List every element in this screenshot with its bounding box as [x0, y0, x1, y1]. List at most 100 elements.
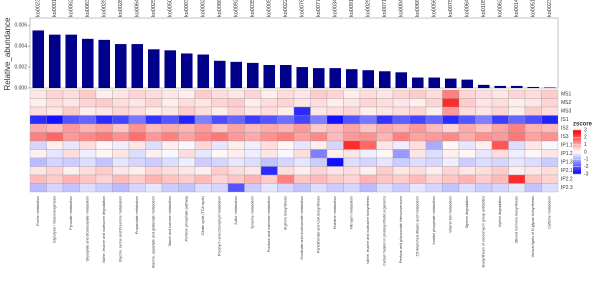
y-tick-label: 0.006 [14, 23, 27, 29]
heat-cell [128, 132, 146, 142]
heat-cell [161, 157, 179, 167]
heat-cell [194, 132, 212, 142]
heat-cell [326, 166, 344, 176]
heat-cell [260, 115, 278, 125]
heat-cell [277, 123, 295, 133]
colorbar-step [573, 165, 581, 167]
heat-cell [442, 98, 460, 108]
column-label: Sulfur metabolism [234, 196, 238, 225]
heat-cell [95, 106, 113, 116]
heat-cell [475, 174, 493, 184]
heat-cell [458, 132, 476, 142]
heat-cell [227, 132, 245, 142]
heat-cell [310, 89, 328, 99]
category-code: ko00622 [498, 0, 504, 17]
heat-cell [211, 149, 229, 159]
heat-cell [508, 132, 526, 142]
heat-cell [112, 132, 130, 142]
column-label: Biosynthesis of vancomycin group antibio… [482, 196, 486, 268]
heat-cell [293, 174, 311, 184]
heat-cell [178, 174, 196, 184]
column-label: Propanoate metabolism [135, 196, 139, 234]
heat-cell [211, 123, 229, 133]
heat-cell [425, 183, 443, 193]
heat-cell [326, 132, 344, 142]
heat-cell [524, 123, 542, 133]
y-tick-label: 0.004 [14, 43, 27, 49]
heat-cell [475, 115, 493, 125]
heat-cell [343, 157, 361, 167]
bar [114, 44, 127, 88]
row-label: IP2.1 [561, 168, 573, 174]
heat-cell [227, 106, 245, 116]
bar [345, 69, 358, 88]
heat-cell [343, 106, 361, 116]
heat-cell [178, 140, 196, 150]
heat-cell [128, 98, 146, 108]
heat-cell [145, 123, 163, 133]
bar [197, 54, 210, 88]
column-label: Carbon fixation in photosynthetic organi… [383, 196, 387, 266]
heat-cell [293, 166, 311, 176]
heat-cell [409, 123, 427, 133]
bar [246, 62, 259, 88]
colorbar-step [573, 151, 581, 154]
heat-cell [491, 166, 509, 176]
heat-cell [326, 115, 344, 125]
heat-cell [425, 89, 443, 99]
heat-cell [392, 98, 410, 108]
bar [527, 86, 540, 88]
heat-cell [211, 89, 229, 99]
heat-cell [326, 157, 344, 167]
row-label: MS1 [561, 92, 572, 98]
category-code: ko00750 [448, 0, 454, 17]
heat-cell [458, 149, 476, 159]
colorbar-step [573, 147, 581, 149]
heat-cell [425, 174, 443, 184]
heat-cell [161, 106, 179, 116]
heat-cell [194, 183, 212, 193]
heat-cell [112, 123, 130, 133]
heat-cell [29, 115, 47, 125]
category-code: ko00760 [300, 0, 306, 17]
bar [494, 85, 507, 88]
heat-cell [359, 115, 377, 125]
heat-cell [95, 89, 113, 99]
heat-cell [277, 98, 295, 108]
heat-cell [128, 106, 146, 116]
colorbar-step [573, 155, 581, 157]
heat-cell [161, 89, 179, 99]
heat-cell [29, 149, 47, 159]
heat-cell [260, 149, 278, 159]
row-label: MS2 [561, 100, 572, 106]
heat-cell [442, 115, 460, 125]
heat-cell [425, 132, 443, 142]
heat-cell [442, 140, 460, 150]
heat-cell [293, 183, 311, 193]
heat-cell [128, 183, 146, 193]
heat-cell [326, 140, 344, 150]
category-code: ko00710 [382, 0, 388, 17]
category-code: ko00250 [151, 0, 157, 17]
column-label: Purine metabolism [36, 196, 40, 226]
category-code: ko00340 [333, 0, 339, 17]
heat-cell [178, 123, 196, 133]
heat-cell [425, 166, 443, 176]
heat-cell [376, 106, 394, 116]
heat-cell [62, 89, 80, 99]
heat-cell [409, 89, 427, 99]
heat-cell [178, 89, 196, 99]
heat-cell [425, 140, 443, 150]
heat-cell [491, 106, 509, 116]
heat-cell [211, 166, 229, 176]
row-label: IS1 [561, 117, 569, 123]
bar [32, 30, 45, 88]
heat-cell [95, 157, 113, 167]
colorbar-step [573, 168, 581, 170]
column-label: Vitamin B6 metabolism [449, 196, 453, 233]
heat-cell [112, 183, 130, 193]
heat-cell [409, 166, 427, 176]
heat-cell [541, 174, 559, 184]
heat-cell [392, 106, 410, 116]
heat-cell [425, 115, 443, 125]
